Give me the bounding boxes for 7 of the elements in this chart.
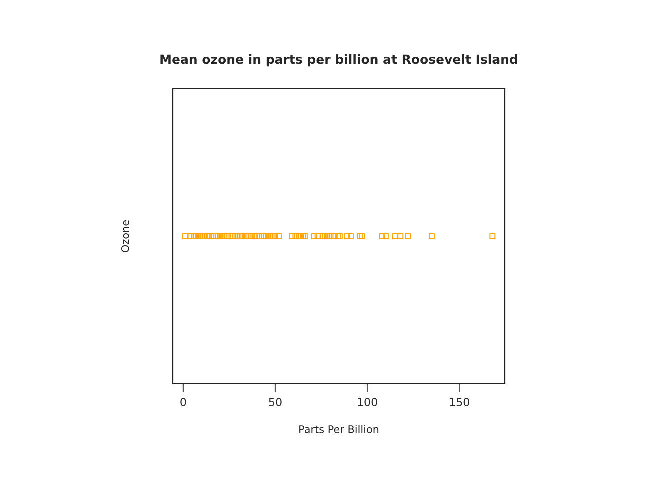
x-tick-label: 100 <box>358 398 378 406</box>
x-tick-label: 150 <box>450 398 470 406</box>
x-axis-title: Parts Per Billion <box>300 425 379 434</box>
x-tick-label: 50 <box>269 398 282 406</box>
chart-title: Mean ozone in parts per billion at Roosevelt Island <box>160 54 518 67</box>
x-tick-label: 0 <box>180 398 186 406</box>
y-axis-title: Ozone <box>121 220 130 252</box>
